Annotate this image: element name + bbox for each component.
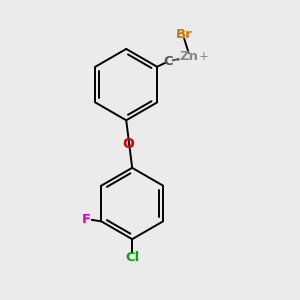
- Text: ··: ··: [176, 58, 181, 67]
- Text: Cl: Cl: [125, 251, 139, 264]
- Text: F: F: [82, 213, 91, 226]
- Text: Zn: Zn: [179, 50, 198, 63]
- Text: +: +: [199, 50, 209, 63]
- Text: O: O: [122, 137, 134, 151]
- Text: C: C: [164, 55, 173, 68]
- Text: Br: Br: [176, 28, 193, 41]
